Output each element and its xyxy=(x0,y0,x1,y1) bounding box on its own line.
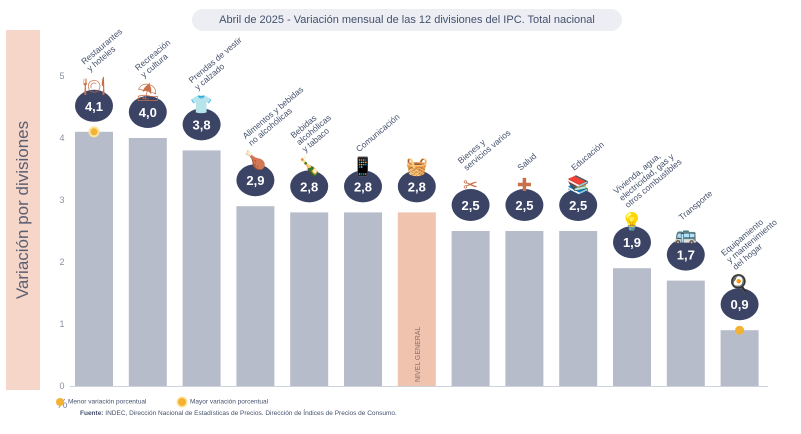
value-badge xyxy=(182,108,221,141)
appliance-icon: 🍳 xyxy=(728,273,750,295)
category-label: Bebidasalcohólicasy tabaco xyxy=(288,105,338,153)
chart-title: Abril de 2025 - Variación mensual de las… xyxy=(192,9,622,31)
value-badge xyxy=(397,170,436,203)
value-badge xyxy=(75,89,113,122)
scissors-comb-icon: ✂ xyxy=(463,175,478,196)
bar xyxy=(613,268,651,386)
bar xyxy=(451,231,490,386)
y-tick-label: 4 xyxy=(59,133,64,143)
bar-group: 4,0 ⛱ Recreacióny cultura xyxy=(128,37,178,386)
bulb-wrench-icon: 💡 xyxy=(621,211,643,233)
bar-group: 2,5 ✚Salud xyxy=(505,151,544,386)
data-label: 2,5 xyxy=(569,198,587,213)
source-note: Fuente: INDEC, Dirección Nacional de Est… xyxy=(80,410,397,417)
books-icon: 📚 xyxy=(567,175,589,196)
data-label: 3,8 xyxy=(193,117,211,132)
source-text: INDEC, Dirección Nacional de Estadística… xyxy=(103,410,397,417)
max-marker xyxy=(88,126,100,138)
phone-icon: 📱 xyxy=(352,155,374,177)
value-badge xyxy=(505,189,544,221)
data-label: 2,8 xyxy=(354,179,372,194)
category-label: Equipamientoy mantenimientodel hogar xyxy=(719,210,785,272)
bar xyxy=(559,231,598,386)
bar xyxy=(720,330,759,386)
legend-min: Menor variación porcentual xyxy=(56,398,146,406)
data-label: 2,9 xyxy=(246,173,264,188)
y-tick-label: 1 xyxy=(59,319,64,329)
y-tick-label: 0 xyxy=(59,381,64,391)
category-label: Bienes yservicios varios xyxy=(456,121,513,173)
data-label: 4,0 xyxy=(139,105,157,120)
bar xyxy=(344,212,382,386)
y-tick-label: 5 xyxy=(59,71,64,81)
data-label: 1,7 xyxy=(677,248,695,263)
bar-group: 2,8 🍾Bebidasalcohólicasy tabaco xyxy=(288,105,338,386)
bar xyxy=(75,131,113,386)
category-label: Salud xyxy=(515,151,538,173)
category-label: Restaurantesy hoteles xyxy=(79,26,130,73)
data-label: 0,9 xyxy=(731,297,749,312)
value-badge xyxy=(720,288,759,321)
legend-max-label: Mayor variación porcentual xyxy=(190,398,269,406)
category-label-line: Educación xyxy=(569,139,606,172)
bar xyxy=(666,280,705,386)
data-label: 1,9 xyxy=(623,235,641,250)
value-badge xyxy=(344,170,382,203)
value-badge xyxy=(559,189,598,221)
legend-max: Mayor variación porcentual xyxy=(178,398,268,406)
bar-group: 4,1 🍽 Restaurantesy hoteles xyxy=(75,26,130,386)
bus-card-icon: 🚌 xyxy=(675,225,697,246)
bar-group: 1,7 🚌 Transporte xyxy=(666,188,715,386)
fork-and-plate-icon: 🍽 xyxy=(83,76,106,97)
shirt-icon: 👕 xyxy=(190,94,212,115)
category-label: Vivienda, agua,electricidad, gas yotros … xyxy=(611,143,683,210)
category-label-line: Salud xyxy=(515,151,538,173)
bar-group: 2,5 📚 Educación xyxy=(559,139,606,386)
value-badge xyxy=(451,189,490,221)
bar xyxy=(290,212,329,386)
legend-min-dot xyxy=(56,398,64,406)
category-label: Transporte xyxy=(677,188,715,222)
data-label: 2,8 xyxy=(300,179,318,194)
bar xyxy=(182,150,221,386)
category-label: Comunicación xyxy=(354,111,402,153)
data-label: 2,5 xyxy=(515,198,533,213)
y-tick-label: 3 xyxy=(59,195,64,205)
value-badge xyxy=(128,96,167,128)
min-marker xyxy=(735,325,745,335)
legend-max-dot xyxy=(178,398,186,406)
y-axis-label-band: Variación por divisiones xyxy=(6,30,40,390)
value-badge xyxy=(290,170,329,203)
bar-group: 2,8 📱Comunicación xyxy=(344,111,402,386)
category-label: Recreacióny cultura xyxy=(133,37,178,79)
bar-general xyxy=(397,212,436,386)
bar xyxy=(505,231,544,386)
legend-min-label: Menor variación porcentual xyxy=(68,398,147,406)
category-label: Prendas de vestiry calzado xyxy=(187,35,250,92)
data-label: 2,8 xyxy=(408,179,426,194)
category-label: Educación xyxy=(569,139,606,172)
source-label: Fuente: xyxy=(80,410,104,417)
data-label: 2,5 xyxy=(462,198,480,213)
value-badge xyxy=(666,238,705,271)
medical-cross-icon: ✚ xyxy=(517,175,532,196)
category-label-line: Comunicación xyxy=(354,111,402,153)
value-badge xyxy=(613,226,651,259)
data-label: 4,1 xyxy=(85,99,103,114)
value-badge xyxy=(236,164,275,197)
bar-inner-label: NIVEL GENERAL xyxy=(415,327,422,382)
category-label-line: Transporte xyxy=(677,188,715,222)
food-icon: 🍗 xyxy=(244,149,266,171)
bar xyxy=(128,138,167,386)
beach-umbrella-icon: ⛱ xyxy=(136,82,159,103)
bottle-icon: 🍾 xyxy=(298,155,320,177)
shopping-basket-icon: 🧺 xyxy=(406,156,428,177)
bar-group: 0,9 🍳Equipamientoy mantenimientodel hogar xyxy=(719,210,785,386)
bar-group: NIVEL GENERAL 2,8 🧺 xyxy=(397,156,436,386)
bar xyxy=(236,206,275,386)
bar-group: 2,5 ✂Bienes yservicios varios xyxy=(451,121,513,386)
y-tick-label: 2 xyxy=(59,257,64,267)
